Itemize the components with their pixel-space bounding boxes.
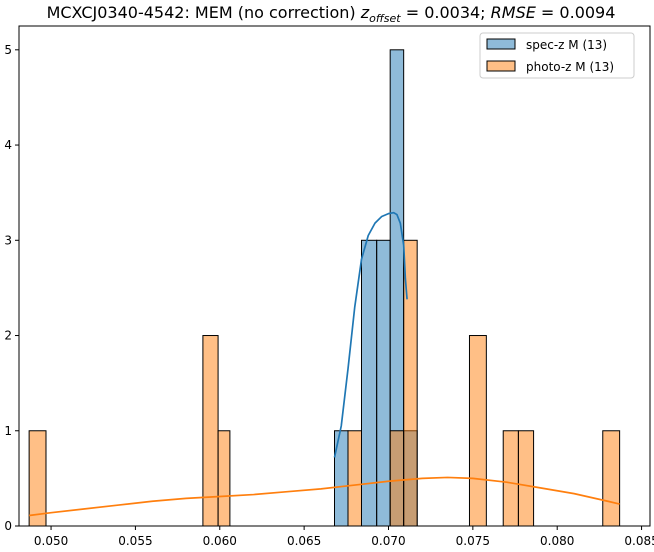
chart-title-rmse-symbol: RMSE	[491, 3, 537, 22]
chart-title-prefix: MCXCJ0340-4542: MEM (no correction)	[47, 3, 361, 22]
kde-curve-spec-z	[333, 211, 408, 458]
y-tick-label: 5	[4, 43, 12, 57]
x-axis: 0.050 0.055 0.060 0.065 0.070 0.075 0.080 0.085	[34, 526, 654, 548]
legend-box	[479, 32, 635, 79]
chart-title: MCXCJ0340-4542: MEM (no correction) zoff…	[47, 3, 616, 25]
legend: spec-z M (13) photo-z M (13)	[479, 32, 635, 79]
bar-photo-z-6	[468, 335, 487, 527]
bar-photo-z-9	[602, 430, 621, 527]
legend-swatch-photo-z	[486, 60, 516, 72]
bar-photo-z-4	[389, 430, 405, 527]
y-axis: 0 1 2 3 4 5	[4, 43, 19, 533]
x-tick-label: 0.055	[118, 534, 152, 548]
y-tick-label: 4	[4, 138, 12, 152]
bar-photo-z-0	[28, 430, 47, 527]
kde-curve-photo-z	[29, 476, 620, 517]
x-tick-label: 0.075	[456, 534, 490, 548]
kde-curves	[29, 211, 620, 517]
x-tick-label: 0.050	[34, 534, 68, 548]
chart-title-z-value: = 0.0034;	[401, 3, 491, 22]
legend-swatch-spec-z	[486, 38, 516, 50]
x-tick-label: 0.080	[540, 534, 574, 548]
legend-label-spec-z: spec-z M (13)	[526, 38, 607, 52]
legend-label-photo-z: photo-z M (13)	[526, 60, 614, 74]
y-tick-label: 2	[4, 329, 12, 343]
histogram-bars	[28, 49, 621, 527]
bar-photo-z-3	[347, 430, 362, 527]
y-tick-label: 0	[4, 519, 12, 533]
chart-title-rmse-value: = 0.0094	[536, 3, 616, 22]
x-tick-label: 0.085	[624, 534, 654, 548]
x-tick-label: 0.070	[371, 534, 405, 548]
chart-title-z-subscript: offset	[369, 12, 401, 25]
bar-photo-z-7	[502, 430, 519, 527]
bar-photo-z-8	[517, 430, 535, 527]
x-tick-label: 0.060	[203, 534, 237, 548]
y-tick-label: 3	[4, 233, 12, 247]
bar-photo-z-2	[217, 430, 231, 527]
y-tick-label: 1	[4, 424, 12, 438]
plot-frame	[18, 25, 651, 527]
x-tick-label: 0.065	[287, 534, 321, 548]
chart-title-z-symbol: z	[360, 3, 370, 22]
